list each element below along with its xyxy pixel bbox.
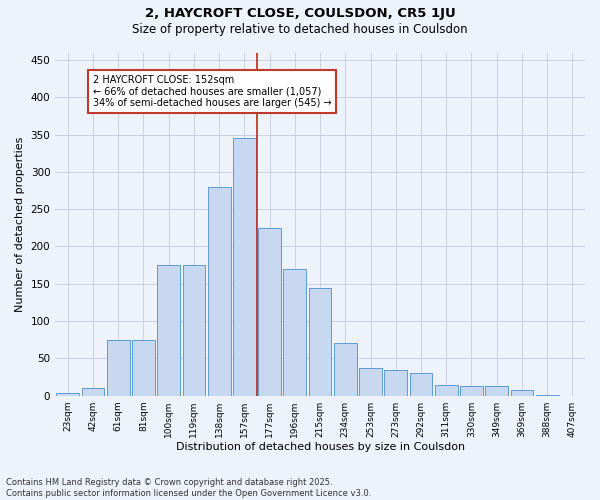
Bar [511, 390, 533, 396]
Text: Size of property relative to detached houses in Coulsdon: Size of property relative to detached ho… [132, 22, 468, 36]
Bar [56, 394, 79, 396]
Text: 2, HAYCROFT CLOSE, COULSDON, CR5 1JU: 2, HAYCROFT CLOSE, COULSDON, CR5 1JU [145, 8, 455, 20]
Bar [208, 187, 230, 396]
Text: 2 HAYCROFT CLOSE: 152sqm
← 66% of detached houses are smaller (1,057)
34% of sem: 2 HAYCROFT CLOSE: 152sqm ← 66% of detach… [93, 75, 332, 108]
Bar [107, 340, 130, 396]
Bar [485, 386, 508, 396]
Bar [283, 269, 306, 396]
Bar [132, 340, 155, 396]
Y-axis label: Number of detached properties: Number of detached properties [15, 136, 25, 312]
Bar [359, 368, 382, 396]
Bar [536, 395, 559, 396]
Text: Contains HM Land Registry data © Crown copyright and database right 2025.
Contai: Contains HM Land Registry data © Crown c… [6, 478, 371, 498]
Bar [385, 370, 407, 396]
Bar [460, 386, 483, 396]
Bar [258, 228, 281, 396]
Bar [435, 384, 458, 396]
Bar [334, 344, 356, 396]
Bar [182, 265, 205, 396]
Bar [82, 388, 104, 396]
X-axis label: Distribution of detached houses by size in Coulsdon: Distribution of detached houses by size … [176, 442, 464, 452]
Bar [309, 288, 331, 396]
Bar [233, 138, 256, 396]
Bar [157, 265, 180, 396]
Bar [410, 374, 433, 396]
